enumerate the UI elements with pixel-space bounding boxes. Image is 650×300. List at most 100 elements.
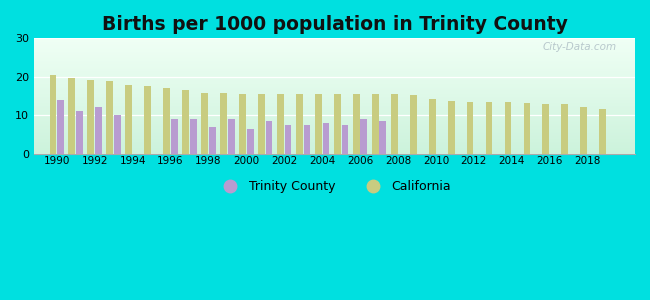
Bar (34, 60, 635, 61)
Bar (34, 62, 635, 63)
Bar (34, 121, 635, 122)
Bar (341, 125, 348, 154)
Bar (34, 140, 635, 141)
Bar (34, 133, 635, 134)
Bar (107, 81, 113, 154)
Bar (182, 90, 189, 154)
Bar (34, 85, 635, 86)
Bar (34, 103, 635, 104)
Bar (34, 49, 635, 50)
Bar (34, 97, 635, 98)
Bar (34, 147, 635, 148)
Bar (599, 110, 606, 154)
Bar (125, 85, 132, 154)
Bar (34, 56, 635, 57)
Bar (580, 107, 587, 154)
Bar (34, 148, 635, 149)
Bar (34, 43, 635, 44)
Bar (34, 79, 635, 80)
Bar (34, 98, 635, 99)
Bar (34, 120, 635, 121)
Bar (296, 94, 303, 154)
Bar (34, 150, 635, 151)
Bar (34, 113, 635, 114)
Bar (504, 102, 512, 154)
Bar (34, 75, 635, 76)
Bar (34, 67, 635, 68)
Bar (34, 117, 635, 118)
Bar (34, 86, 635, 87)
Bar (34, 69, 635, 70)
Bar (34, 105, 635, 106)
Bar (429, 99, 436, 154)
Bar (68, 77, 75, 154)
Bar (34, 115, 635, 116)
Bar (34, 151, 635, 152)
Bar (34, 42, 635, 43)
Bar (34, 55, 635, 56)
Bar (34, 76, 635, 77)
Bar (34, 65, 635, 66)
Bar (163, 88, 170, 154)
Bar (209, 127, 216, 154)
Bar (34, 114, 635, 115)
Bar (34, 132, 635, 133)
Bar (277, 94, 284, 154)
Bar (34, 94, 635, 95)
Bar (34, 57, 635, 58)
Bar (285, 125, 291, 154)
Bar (34, 128, 635, 129)
Bar (34, 71, 635, 72)
Bar (34, 48, 635, 49)
Bar (34, 107, 635, 108)
Bar (34, 64, 635, 65)
Bar (34, 77, 635, 78)
Bar (34, 130, 635, 131)
Bar (34, 142, 635, 143)
Bar (34, 88, 635, 89)
Bar (34, 119, 635, 120)
Bar (34, 41, 635, 42)
Bar (266, 121, 272, 154)
Bar (34, 152, 635, 153)
Bar (190, 119, 197, 154)
Bar (76, 111, 83, 154)
Bar (34, 141, 635, 142)
Bar (34, 126, 635, 127)
Bar (247, 129, 254, 154)
Bar (34, 61, 635, 62)
Bar (543, 104, 549, 154)
Bar (315, 94, 322, 154)
Bar (34, 135, 635, 136)
Bar (34, 112, 635, 113)
Bar (34, 110, 635, 111)
Bar (34, 80, 635, 81)
Bar (34, 123, 635, 124)
Bar (34, 99, 635, 100)
Bar (34, 74, 635, 75)
Bar (523, 103, 530, 154)
Bar (34, 95, 635, 96)
Bar (34, 50, 635, 51)
Bar (220, 93, 227, 154)
Bar (171, 119, 177, 154)
Bar (353, 94, 359, 154)
Bar (34, 40, 635, 41)
Bar (34, 127, 635, 128)
Bar (34, 53, 635, 54)
Bar (34, 93, 635, 94)
Bar (34, 131, 635, 132)
Bar (34, 84, 635, 85)
Bar (34, 81, 635, 82)
Bar (410, 95, 417, 154)
Bar (34, 87, 635, 88)
Bar (34, 63, 635, 64)
Bar (202, 93, 208, 154)
Bar (34, 83, 635, 84)
Bar (34, 89, 635, 90)
Bar (391, 94, 398, 154)
Bar (239, 94, 246, 154)
Bar (34, 109, 635, 110)
Bar (34, 82, 635, 83)
Bar (34, 100, 635, 101)
